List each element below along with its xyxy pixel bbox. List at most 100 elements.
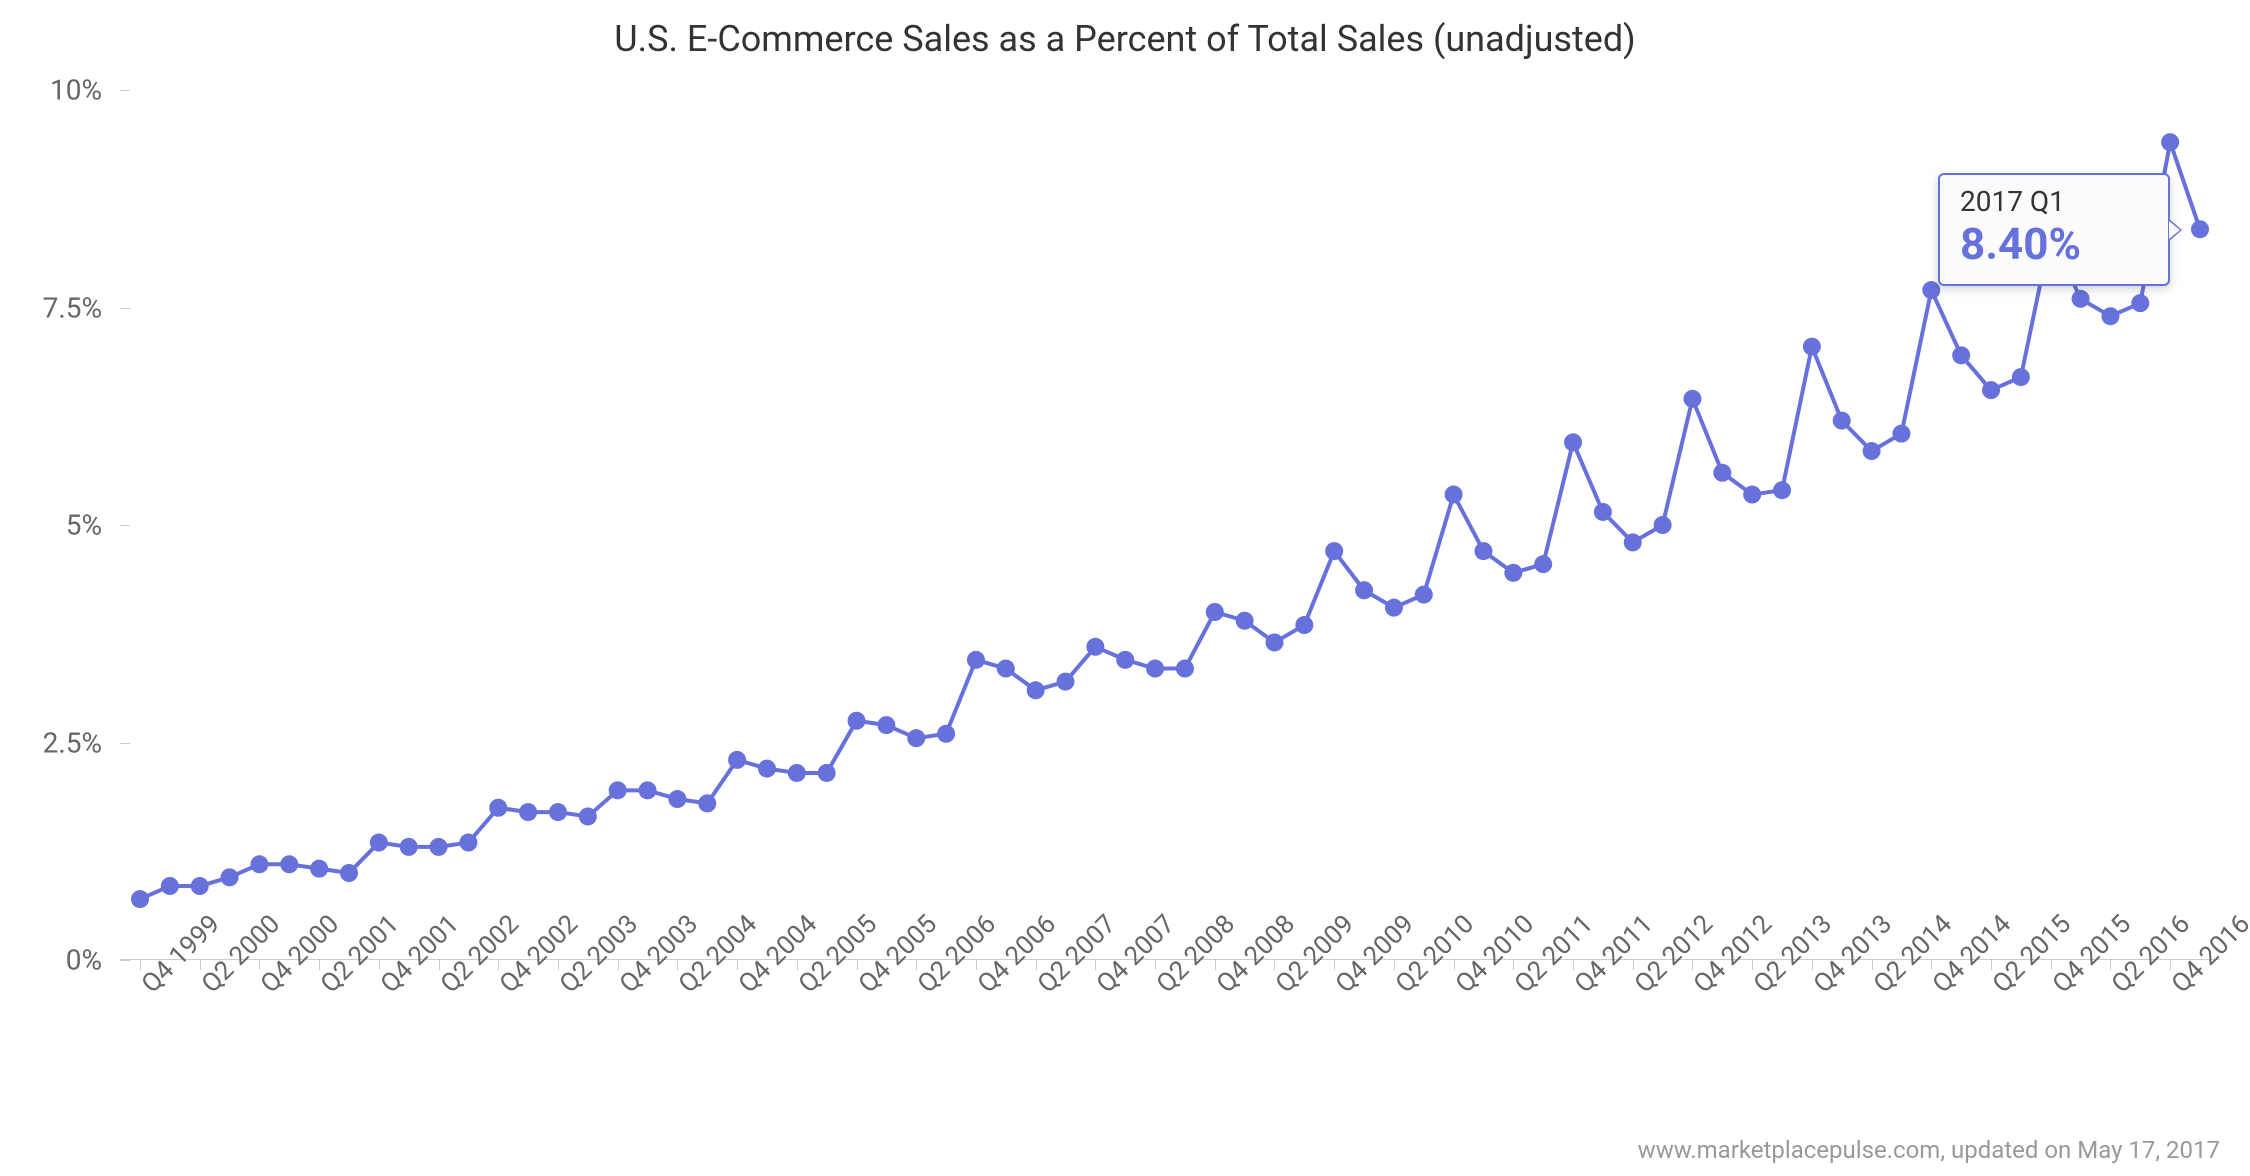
- data-point[interactable]: [1206, 603, 1224, 621]
- x-tick: [1633, 960, 1634, 970]
- data-point[interactable]: [430, 838, 448, 856]
- data-point[interactable]: [639, 781, 657, 799]
- data-point[interactable]: [1922, 281, 1940, 299]
- y-axis-label: 0%: [66, 944, 120, 977]
- data-point[interactable]: [1952, 346, 1970, 364]
- x-tick: [1872, 960, 1873, 970]
- data-point[interactable]: [1624, 533, 1642, 551]
- x-tick: [1274, 960, 1275, 970]
- data-point[interactable]: [2131, 294, 2149, 312]
- data-point[interactable]: [818, 764, 836, 782]
- data-point[interactable]: [848, 712, 866, 730]
- data-point[interactable]: [1863, 442, 1881, 460]
- data-point[interactable]: [1057, 673, 1075, 691]
- x-tick: [1155, 960, 1156, 970]
- data-point[interactable]: [1534, 555, 1552, 573]
- data-point[interactable]: [1474, 542, 1492, 560]
- data-point[interactable]: [788, 764, 806, 782]
- x-tick: [976, 960, 977, 970]
- data-point[interactable]: [967, 651, 985, 669]
- data-point[interactable]: [609, 781, 627, 799]
- x-tick: [379, 960, 380, 970]
- data-point[interactable]: [1594, 503, 1612, 521]
- x-tick: [1095, 960, 1096, 970]
- data-point[interactable]: [1683, 390, 1701, 408]
- x-tick: [857, 960, 858, 970]
- y-axis-label: 5%: [66, 509, 120, 542]
- x-tick: [1513, 960, 1514, 970]
- x-tick: [319, 960, 320, 970]
- data-point[interactable]: [1295, 616, 1313, 634]
- data-point[interactable]: [1892, 425, 1910, 443]
- x-tick: [618, 960, 619, 970]
- data-point[interactable]: [1027, 681, 1045, 699]
- chart-title: U.S. E-Commerce Sales as a Percent of To…: [0, 18, 2250, 60]
- x-tick: [498, 960, 499, 970]
- data-point[interactable]: [579, 807, 597, 825]
- data-point[interactable]: [1265, 633, 1283, 651]
- data-point[interactable]: [1325, 542, 1343, 560]
- x-tick: [1573, 960, 1574, 970]
- data-point[interactable]: [1803, 338, 1821, 356]
- data-point[interactable]: [1564, 433, 1582, 451]
- data-point[interactable]: [519, 803, 537, 821]
- x-tick: [2051, 960, 2052, 970]
- y-tick: [120, 960, 130, 961]
- data-point[interactable]: [191, 877, 209, 895]
- data-point[interactable]: [1445, 486, 1463, 504]
- data-point[interactable]: [668, 790, 686, 808]
- data-point[interactable]: [310, 860, 328, 878]
- data-point[interactable]: [1116, 651, 1134, 669]
- data-point[interactable]: [549, 803, 567, 821]
- x-tick: [439, 960, 440, 970]
- data-point[interactable]: [280, 855, 298, 873]
- x-tick: [1812, 960, 1813, 970]
- x-tick: [1454, 960, 1455, 970]
- x-tick: [2170, 960, 2171, 970]
- data-point[interactable]: [489, 799, 507, 817]
- data-point[interactable]: [1176, 660, 1194, 678]
- data-point[interactable]: [1743, 486, 1761, 504]
- y-axis-label: 7.5%: [43, 291, 120, 324]
- data-point[interactable]: [2012, 368, 2030, 386]
- data-point[interactable]: [1982, 381, 2000, 399]
- data-point[interactable]: [221, 868, 239, 886]
- data-point[interactable]: [1086, 638, 1104, 656]
- x-tick: [558, 960, 559, 970]
- data-point[interactable]: [340, 864, 358, 882]
- data-point[interactable]: [2101, 307, 2119, 325]
- data-point[interactable]: [400, 838, 418, 856]
- data-point[interactable]: [698, 794, 716, 812]
- data-point[interactable]: [131, 890, 149, 908]
- x-tick: [1931, 960, 1932, 970]
- data-point[interactable]: [2191, 220, 2209, 238]
- data-point[interactable]: [161, 877, 179, 895]
- data-point[interactable]: [2072, 290, 2090, 308]
- data-point[interactable]: [1713, 464, 1731, 482]
- data-point[interactable]: [907, 729, 925, 747]
- data-point[interactable]: [1773, 481, 1791, 499]
- data-point[interactable]: [1504, 564, 1522, 582]
- tooltip: 2017 Q1 8.40%: [1938, 173, 2170, 286]
- data-point[interactable]: [2161, 133, 2179, 151]
- data-point[interactable]: [1355, 581, 1373, 599]
- data-point[interactable]: [250, 855, 268, 873]
- data-point[interactable]: [937, 725, 955, 743]
- data-point[interactable]: [758, 760, 776, 778]
- data-point[interactable]: [728, 751, 746, 769]
- data-point[interactable]: [1833, 412, 1851, 430]
- data-point[interactable]: [1654, 516, 1672, 534]
- data-point[interactable]: [877, 716, 895, 734]
- data-point[interactable]: [1236, 612, 1254, 630]
- data-point[interactable]: [1146, 660, 1164, 678]
- data-point[interactable]: [1415, 586, 1433, 604]
- data-point[interactable]: [1385, 599, 1403, 617]
- data-point[interactable]: [370, 834, 388, 852]
- x-tick: [140, 960, 141, 970]
- plot-area: 0%2.5%5%7.5%10% 1999 Q42000 Q22000 Q4200…: [120, 90, 2220, 960]
- data-point[interactable]: [459, 834, 477, 852]
- x-tick: [259, 960, 260, 970]
- data-point[interactable]: [997, 660, 1015, 678]
- series-line: [140, 142, 2200, 899]
- tooltip-value: 8.40%: [1960, 218, 2148, 270]
